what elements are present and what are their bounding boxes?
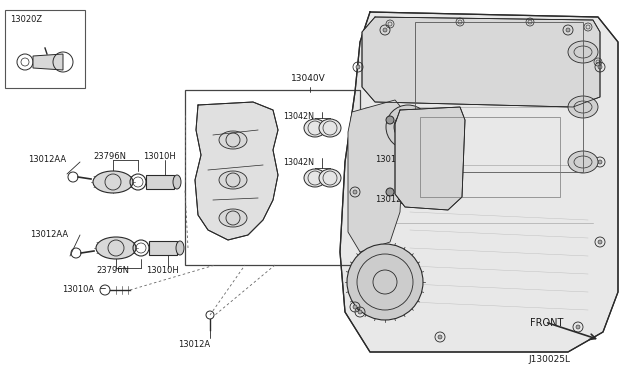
Polygon shape xyxy=(340,12,618,352)
Circle shape xyxy=(438,335,442,339)
Circle shape xyxy=(353,305,357,309)
Ellipse shape xyxy=(93,171,133,193)
Bar xyxy=(146,175,174,189)
Text: FRONT: FRONT xyxy=(530,318,563,328)
Ellipse shape xyxy=(304,169,326,187)
Circle shape xyxy=(386,105,430,149)
Text: 13010A: 13010A xyxy=(62,285,94,294)
Circle shape xyxy=(386,116,394,124)
Ellipse shape xyxy=(219,171,247,189)
Bar xyxy=(420,117,560,197)
Circle shape xyxy=(598,240,602,244)
Bar xyxy=(185,90,360,265)
Text: 13010H: 13010H xyxy=(146,266,179,275)
Text: 13020Z: 13020Z xyxy=(10,15,42,24)
Ellipse shape xyxy=(96,237,136,259)
Text: 13040V: 13040V xyxy=(291,74,325,83)
Ellipse shape xyxy=(304,119,326,137)
Polygon shape xyxy=(195,102,278,240)
Ellipse shape xyxy=(219,131,247,149)
Text: 13042N: 13042N xyxy=(283,158,314,167)
Bar xyxy=(5,10,85,88)
Circle shape xyxy=(358,310,362,314)
Text: J130025L: J130025L xyxy=(528,355,570,364)
Ellipse shape xyxy=(173,175,181,189)
Ellipse shape xyxy=(319,169,341,187)
Circle shape xyxy=(598,160,602,164)
Polygon shape xyxy=(395,107,465,210)
Ellipse shape xyxy=(319,119,341,137)
Bar xyxy=(149,241,177,255)
Circle shape xyxy=(566,28,570,32)
Text: 13012AA: 13012AA xyxy=(28,155,66,164)
Polygon shape xyxy=(348,100,405,252)
Polygon shape xyxy=(33,54,63,70)
Bar xyxy=(415,22,583,172)
Circle shape xyxy=(386,188,394,196)
Text: 13012AA: 13012AA xyxy=(30,230,68,239)
Ellipse shape xyxy=(219,209,247,227)
Ellipse shape xyxy=(568,41,598,63)
Text: 13010H: 13010H xyxy=(143,152,176,161)
Text: 23796N: 23796N xyxy=(96,266,129,275)
Ellipse shape xyxy=(176,241,184,255)
Ellipse shape xyxy=(568,151,598,173)
Circle shape xyxy=(383,28,387,32)
Circle shape xyxy=(598,65,602,69)
Text: 13012A: 13012A xyxy=(178,340,210,349)
Ellipse shape xyxy=(568,96,598,118)
Polygon shape xyxy=(362,17,600,107)
Circle shape xyxy=(353,190,357,194)
Text: 23796N: 23796N xyxy=(93,152,126,161)
Circle shape xyxy=(347,244,423,320)
Text: 13042N: 13042N xyxy=(283,112,314,121)
Text: 13012J: 13012J xyxy=(375,155,404,164)
Text: 13012J: 13012J xyxy=(375,195,404,204)
Circle shape xyxy=(356,65,360,69)
Circle shape xyxy=(576,325,580,329)
